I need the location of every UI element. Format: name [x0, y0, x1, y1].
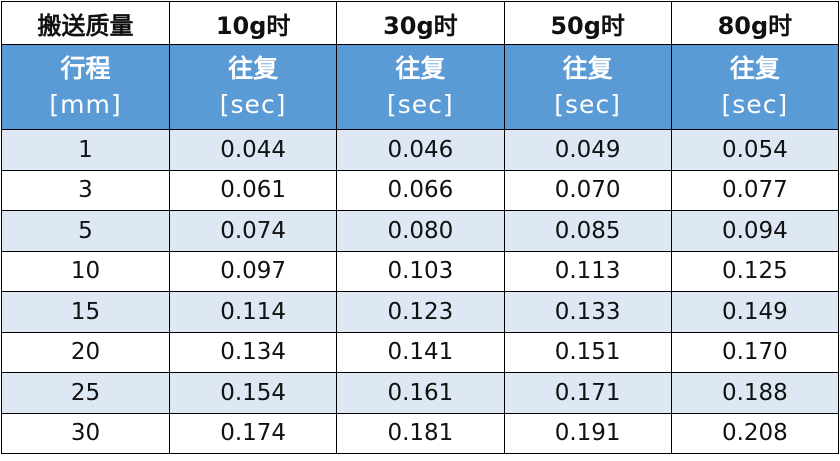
data-row: 15 0.114 0.123 0.133 0.149 [1, 291, 840, 333]
data-cell: 0.125 [670, 250, 840, 292]
data-cell: 0.191 [503, 412, 672, 454]
data-cell: 0.123 [336, 291, 505, 333]
data-cell: 0.085 [503, 210, 672, 252]
data-cell: 0.114 [168, 291, 338, 333]
data-cell: 0.151 [503, 331, 672, 373]
data-row: 20 0.134 0.141 0.151 0.170 [1, 331, 840, 373]
data-cell: 0.149 [670, 291, 840, 333]
subheader-text: 行程 [60, 54, 111, 83]
subheader-text: [sec] [387, 90, 454, 119]
data-row: 30 0.174 0.181 0.191 0.208 [1, 412, 840, 454]
data-cell: 1 [1, 129, 170, 171]
data-cell: 20 [1, 331, 170, 373]
data-cell: 0.133 [503, 291, 672, 333]
data-cell: 0.113 [503, 250, 672, 292]
data-row: 5 0.074 0.080 0.085 0.094 [1, 210, 840, 252]
data-cell: 3 [1, 169, 170, 211]
data-cell: 0.188 [670, 372, 840, 414]
data-cell: 0.070 [503, 169, 672, 211]
data-cell: 0.094 [670, 210, 840, 252]
data-cell: 0.054 [670, 129, 840, 171]
header-cell: 80g时 [670, 1, 840, 45]
data-cell: 0.174 [168, 412, 338, 454]
subheader-text: 往复 [562, 54, 613, 83]
data-cell: 0.170 [670, 331, 840, 373]
data-cell: 15 [1, 291, 170, 333]
data-cell: 0.077 [670, 169, 840, 211]
data-cell: 0.154 [168, 372, 338, 414]
data-cell: 5 [1, 210, 170, 252]
data-cell: 0.097 [168, 250, 338, 292]
data-cell: 0.074 [168, 210, 338, 252]
header-row: 搬送质量 10g时 30g时 50g时 80g时 [1, 1, 840, 45]
subheader-cell: 往复 [sec] [336, 44, 505, 130]
header-cell: 10g时 [168, 1, 338, 45]
data-cell: 0.046 [336, 129, 505, 171]
data-cell: 0.061 [168, 169, 338, 211]
header-cell: 50g时 [503, 1, 672, 45]
subheader-cell: 往复 [sec] [503, 44, 672, 130]
data-cell: 0.134 [168, 331, 338, 373]
subheader-cell: 行程 [mm] [1, 44, 170, 130]
data-cell: 0.161 [336, 372, 505, 414]
data-cell: 0.066 [336, 169, 505, 211]
header-cell: 搬送质量 [1, 1, 170, 45]
data-cell: 0.208 [670, 412, 840, 454]
data-cell: 0.141 [336, 331, 505, 373]
subheader-text: [mm] [49, 90, 122, 119]
subheader-text: 往复 [228, 54, 279, 83]
data-cell: 0.044 [168, 129, 338, 171]
data-cell: 0.080 [336, 210, 505, 252]
data-cell: 0.049 [503, 129, 672, 171]
subheader-text: 往复 [729, 54, 780, 83]
data-cell: 10 [1, 250, 170, 292]
data-row: 1 0.044 0.046 0.049 0.054 [1, 129, 840, 171]
data-cell: 25 [1, 372, 170, 414]
subheader-cell: 往复 [sec] [670, 44, 840, 130]
data-row: 10 0.097 0.103 0.113 0.125 [1, 250, 840, 292]
header-cell: 30g时 [336, 1, 505, 45]
subheader-row: 行程 [mm] 往复 [sec] 往复 [sec] 往复 [sec] 往复 [sec] [1, 44, 840, 130]
subheader-text: [sec] [721, 90, 789, 119]
subheader-text: [sec] [554, 90, 621, 119]
data-cell: 30 [1, 412, 170, 454]
subheader-text: [sec] [219, 90, 287, 119]
data-row: 3 0.061 0.066 0.070 0.077 [1, 169, 840, 211]
data-cell: 0.171 [503, 372, 672, 414]
subheader-cell: 往复 [sec] [168, 44, 338, 130]
subheader-text: 往复 [395, 54, 446, 83]
data-cell: 0.103 [336, 250, 505, 292]
data-cell: 0.181 [336, 412, 505, 454]
data-row: 25 0.154 0.161 0.171 0.188 [1, 372, 840, 414]
